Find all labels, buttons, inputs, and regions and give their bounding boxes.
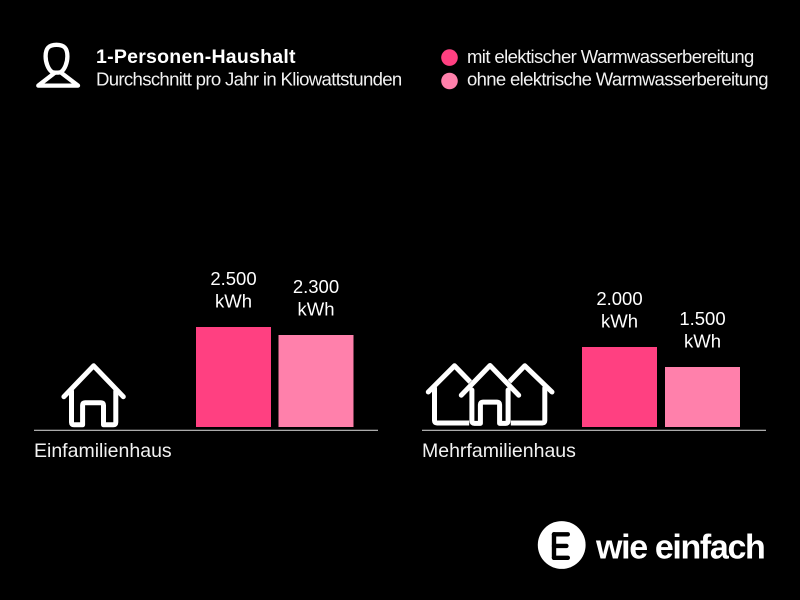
svg-text:kWh: kWh	[601, 311, 638, 332]
svg-text:kWh: kWh	[298, 299, 335, 320]
svg-text:wie einfach: wie einfach	[595, 529, 764, 567]
svg-text:mit elektischer Warmwasserbere: mit elektischer Warmwasserbereitung	[467, 46, 754, 67]
svg-text:Mehrfamilienhaus: Mehrfamilienhaus	[422, 440, 576, 462]
svg-text:ohne elektrische Warmwasserber: ohne elektrische Warmwasserbereitung	[467, 68, 768, 89]
svg-text:kWh: kWh	[215, 291, 252, 312]
svg-text:Einfamilienhaus: Einfamilienhaus	[34, 440, 172, 462]
svg-text:2.000: 2.000	[596, 288, 642, 309]
svg-text:Durchschnitt pro Jahr in Kliow: Durchschnitt pro Jahr in Kliowattstunden	[96, 69, 402, 90]
svg-text:kWh: kWh	[684, 331, 721, 352]
svg-text:1.500: 1.500	[679, 308, 725, 329]
svg-text:2.500: 2.500	[210, 268, 256, 289]
svg-text:1-Personen-Haushalt: 1-Personen-Haushalt	[96, 46, 296, 68]
svg-text:2.300: 2.300	[293, 276, 339, 297]
